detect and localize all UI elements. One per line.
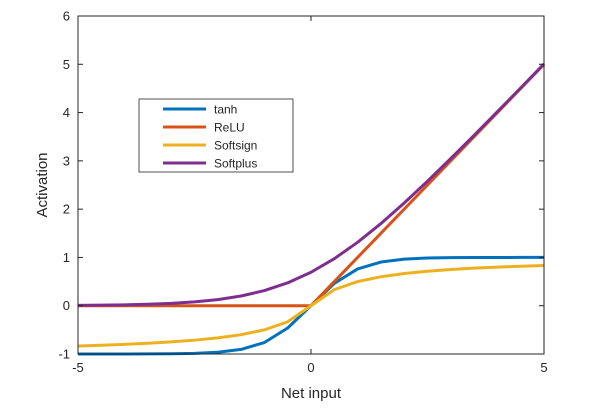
y-tick-label: -1	[58, 347, 70, 362]
x-axis-label: Net input	[281, 385, 342, 402]
y-tick-label: 6	[63, 9, 70, 24]
ticks-layer: -5 0 5 -1 0 1 2 3 4 5 6	[58, 9, 547, 376]
legend-label-softsign: Softsign	[214, 139, 257, 153]
y-tick-label: 2	[63, 202, 70, 217]
y-tick-label: 5	[63, 57, 70, 72]
legend: tanh ReLU Softsign Softplus	[138, 98, 294, 173]
legend-label-softplus: Softplus	[214, 157, 257, 171]
legend-label-tanh: tanh	[214, 103, 237, 117]
series-line-softplus	[77, 62, 546, 307]
y-axis-label: Activation	[34, 152, 51, 217]
series-line-softsign	[77, 263, 545, 348]
y-tick-label: 0	[63, 298, 70, 313]
x-tick-label: 5	[540, 360, 547, 375]
y-tick-label: 3	[63, 153, 70, 168]
legend-label-relu: ReLU	[214, 121, 245, 135]
plot-area	[78, 16, 544, 354]
legend-box	[138, 98, 294, 173]
x-tick-label: -5	[72, 360, 84, 375]
x-tick-label: 0	[307, 360, 314, 375]
y-tick-label: 1	[63, 250, 70, 265]
y-tick-label: 4	[63, 105, 70, 120]
